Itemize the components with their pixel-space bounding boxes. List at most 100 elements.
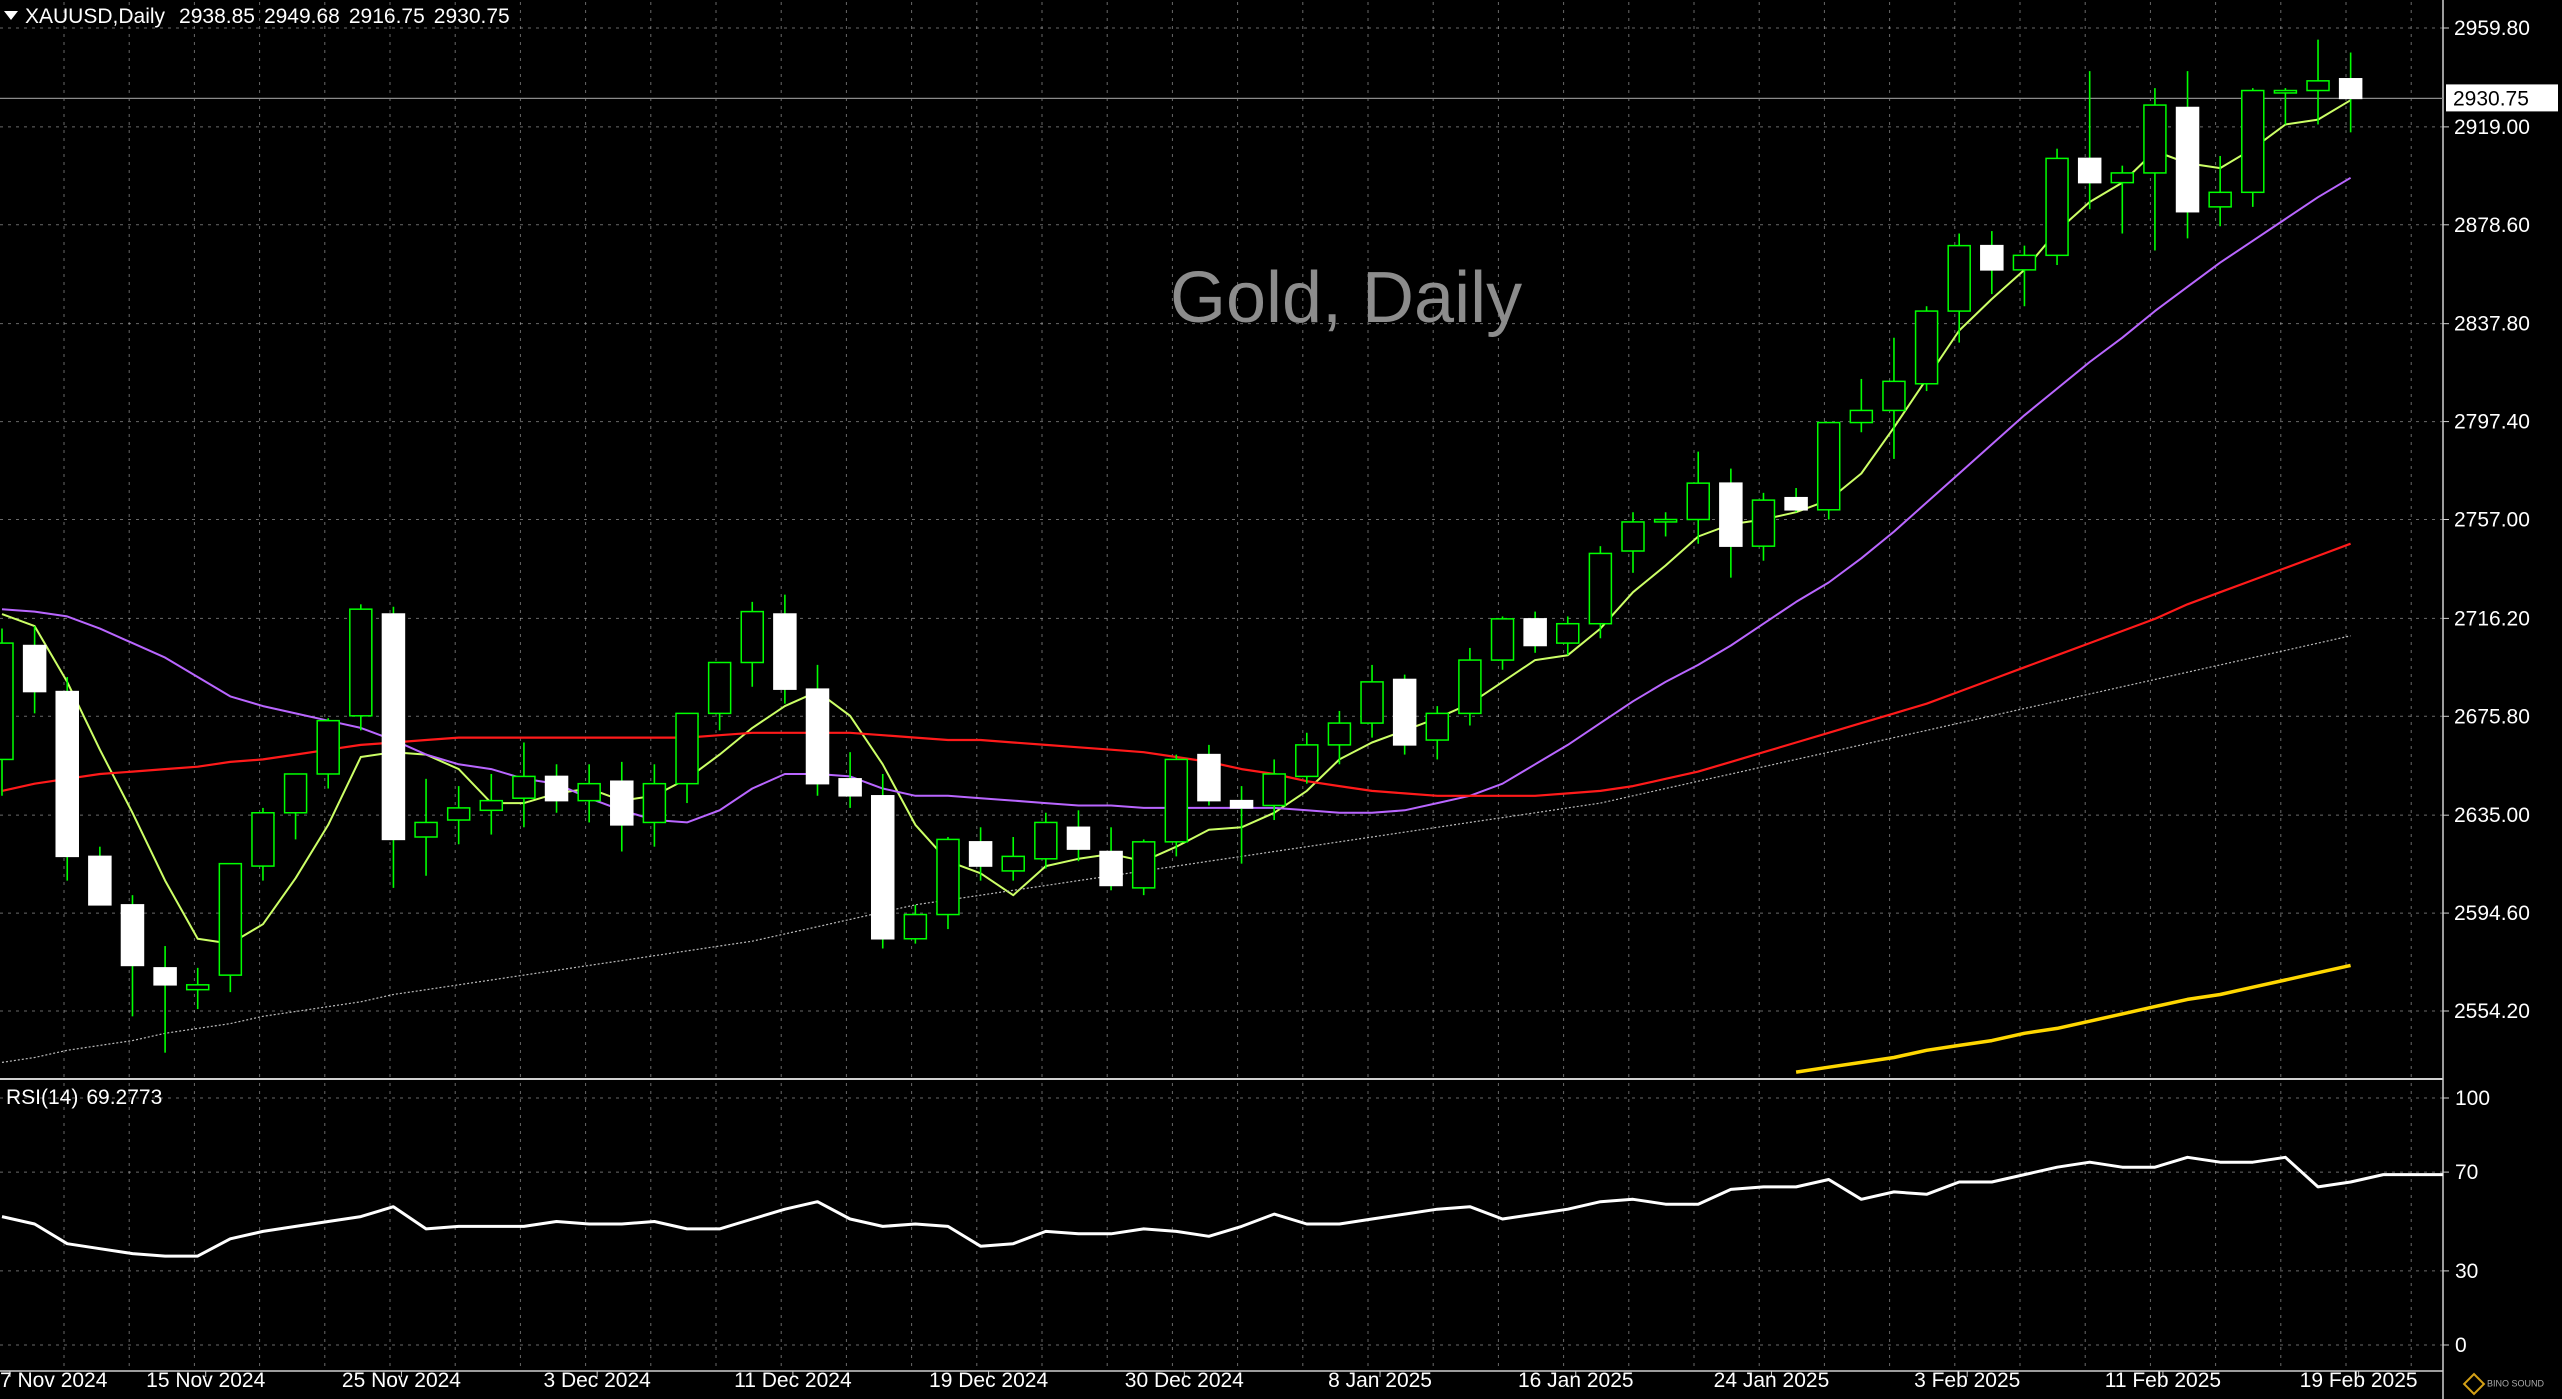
candle-body-bear (381, 613, 406, 841)
candle (153, 946, 177, 1053)
candle-body-bear (544, 775, 569, 802)
candle-body-bull (1914, 310, 1939, 385)
candle-body-bull (1001, 855, 1025, 872)
time-tick-label: 15 Nov 2024 (146, 1369, 265, 1392)
candle-body-bull (642, 782, 667, 824)
candle-body-bull (251, 812, 275, 867)
time-tick-label: 24 Jan 2025 (1714, 1369, 1830, 1392)
candle-body-bull (1588, 552, 1613, 625)
rsi-axis: 100 70 30 0 (2443, 1087, 2490, 1357)
candle-body-bear (22, 644, 47, 693)
candle (316, 718, 340, 789)
candle-body-bull (2012, 254, 2037, 271)
candle-body-bear (153, 967, 177, 986)
candle (1914, 306, 1939, 392)
candle-body-bull (1882, 380, 1906, 412)
time-tick-label: 3 Feb 2025 (1914, 1369, 2020, 1392)
candle-body-bull (1621, 521, 1645, 552)
logo-diamond-icon (2462, 1372, 2486, 1396)
candle-body-bull (349, 608, 373, 717)
candle-body-bear (773, 613, 797, 690)
candle-body-bull (2045, 157, 2069, 257)
candle-body-bull (1262, 773, 1286, 807)
time-tick-label: 11 Dec 2024 (734, 1369, 852, 1392)
candle-body-bull (414, 821, 438, 838)
candle (0, 628, 14, 796)
candle (1327, 710, 1352, 765)
candle (22, 626, 47, 714)
candle (1099, 827, 1123, 891)
candle-body-bear (1523, 618, 1547, 647)
candle (2012, 245, 2037, 307)
candle (1229, 786, 1254, 864)
candle (1197, 744, 1221, 806)
candle (120, 895, 145, 1017)
candle-body-bull (1360, 681, 1384, 724)
ma-line-long (1, 635, 2351, 1063)
candle (1360, 664, 1384, 738)
candle-body-bull (283, 773, 308, 814)
time-axis: 7 Nov 2024 15 Nov 2024 25 Nov 2024 3 Dec 20… (0, 1369, 2418, 1392)
candle (577, 764, 601, 823)
candle-body-bull (479, 799, 504, 812)
candle-body-bull (185, 984, 210, 991)
current-price-tag (2446, 84, 2558, 112)
candle-body-bear (805, 688, 830, 785)
price-tick-label: 2878.60 (2454, 214, 2530, 237)
candle-body-bear (1392, 678, 1417, 746)
time-tick-label: 7 Nov 2024 (0, 1369, 108, 1392)
candle-body-bear (1099, 850, 1123, 887)
candle (251, 807, 275, 881)
candle-body-bull (1751, 499, 1776, 547)
candle-body-bull (218, 862, 243, 976)
time-tick-label: 16 Jan 2025 (1518, 1369, 1634, 1392)
chart-header: XAUUSD,Daily 2938.85 2949.68 2916.75 2930.75 (4, 5, 519, 29)
candle (1980, 231, 2004, 295)
candle (1621, 512, 1645, 573)
candle-body-bull (2241, 89, 2265, 194)
ma-line-very-long (1795, 963, 2351, 1074)
candle (1947, 233, 1971, 343)
candle (773, 594, 797, 704)
rsi-header: RSI(14) 69.2773 (6, 1086, 162, 1110)
candle (2208, 155, 2232, 227)
candle (838, 752, 862, 808)
candle (1425, 706, 1450, 760)
candle-body-bull (2143, 104, 2167, 174)
time-tick-label: 3 Dec 2024 (543, 1369, 651, 1392)
candle (1719, 468, 1743, 578)
candle-body-bear (1719, 482, 1743, 547)
candle-body-bull (2208, 191, 2232, 208)
high-value: 2949.68 (263, 5, 340, 28)
candle (675, 712, 699, 804)
candle-body-bull (0, 642, 14, 761)
candle (1751, 492, 1776, 561)
collapse-triangle-icon[interactable] (4, 10, 18, 20)
candle (2241, 88, 2265, 207)
time-tick-label: 25 Nov 2024 (342, 1369, 461, 1392)
time-tick-label: 19 Dec 2024 (929, 1369, 1048, 1392)
time-tick-label: 11 Feb 2025 (2105, 1369, 2221, 1392)
candle-body-bull (1947, 244, 1971, 312)
price-tick-label: 2635.00 (2454, 804, 2530, 827)
candle (1392, 674, 1417, 755)
candle (349, 604, 373, 731)
low-value: 2916.75 (348, 5, 425, 28)
candle-body-bull (316, 719, 340, 775)
time-tick-label: 8 Jan 2025 (1328, 1369, 1432, 1392)
candle-body-bull (2110, 172, 2135, 184)
candle (1131, 839, 1156, 896)
candle (805, 664, 830, 796)
candle-body-bull (740, 610, 765, 664)
candle (968, 827, 993, 881)
candle-body-bull (2306, 80, 2330, 92)
candle (2110, 165, 2135, 234)
candle (414, 778, 438, 876)
candle-body-bull (1686, 482, 1710, 521)
candle-body-bull (707, 661, 732, 715)
candle (2273, 88, 2298, 125)
candle-body-bear (870, 795, 895, 940)
candle (1458, 647, 1482, 726)
candle (1295, 732, 1319, 784)
